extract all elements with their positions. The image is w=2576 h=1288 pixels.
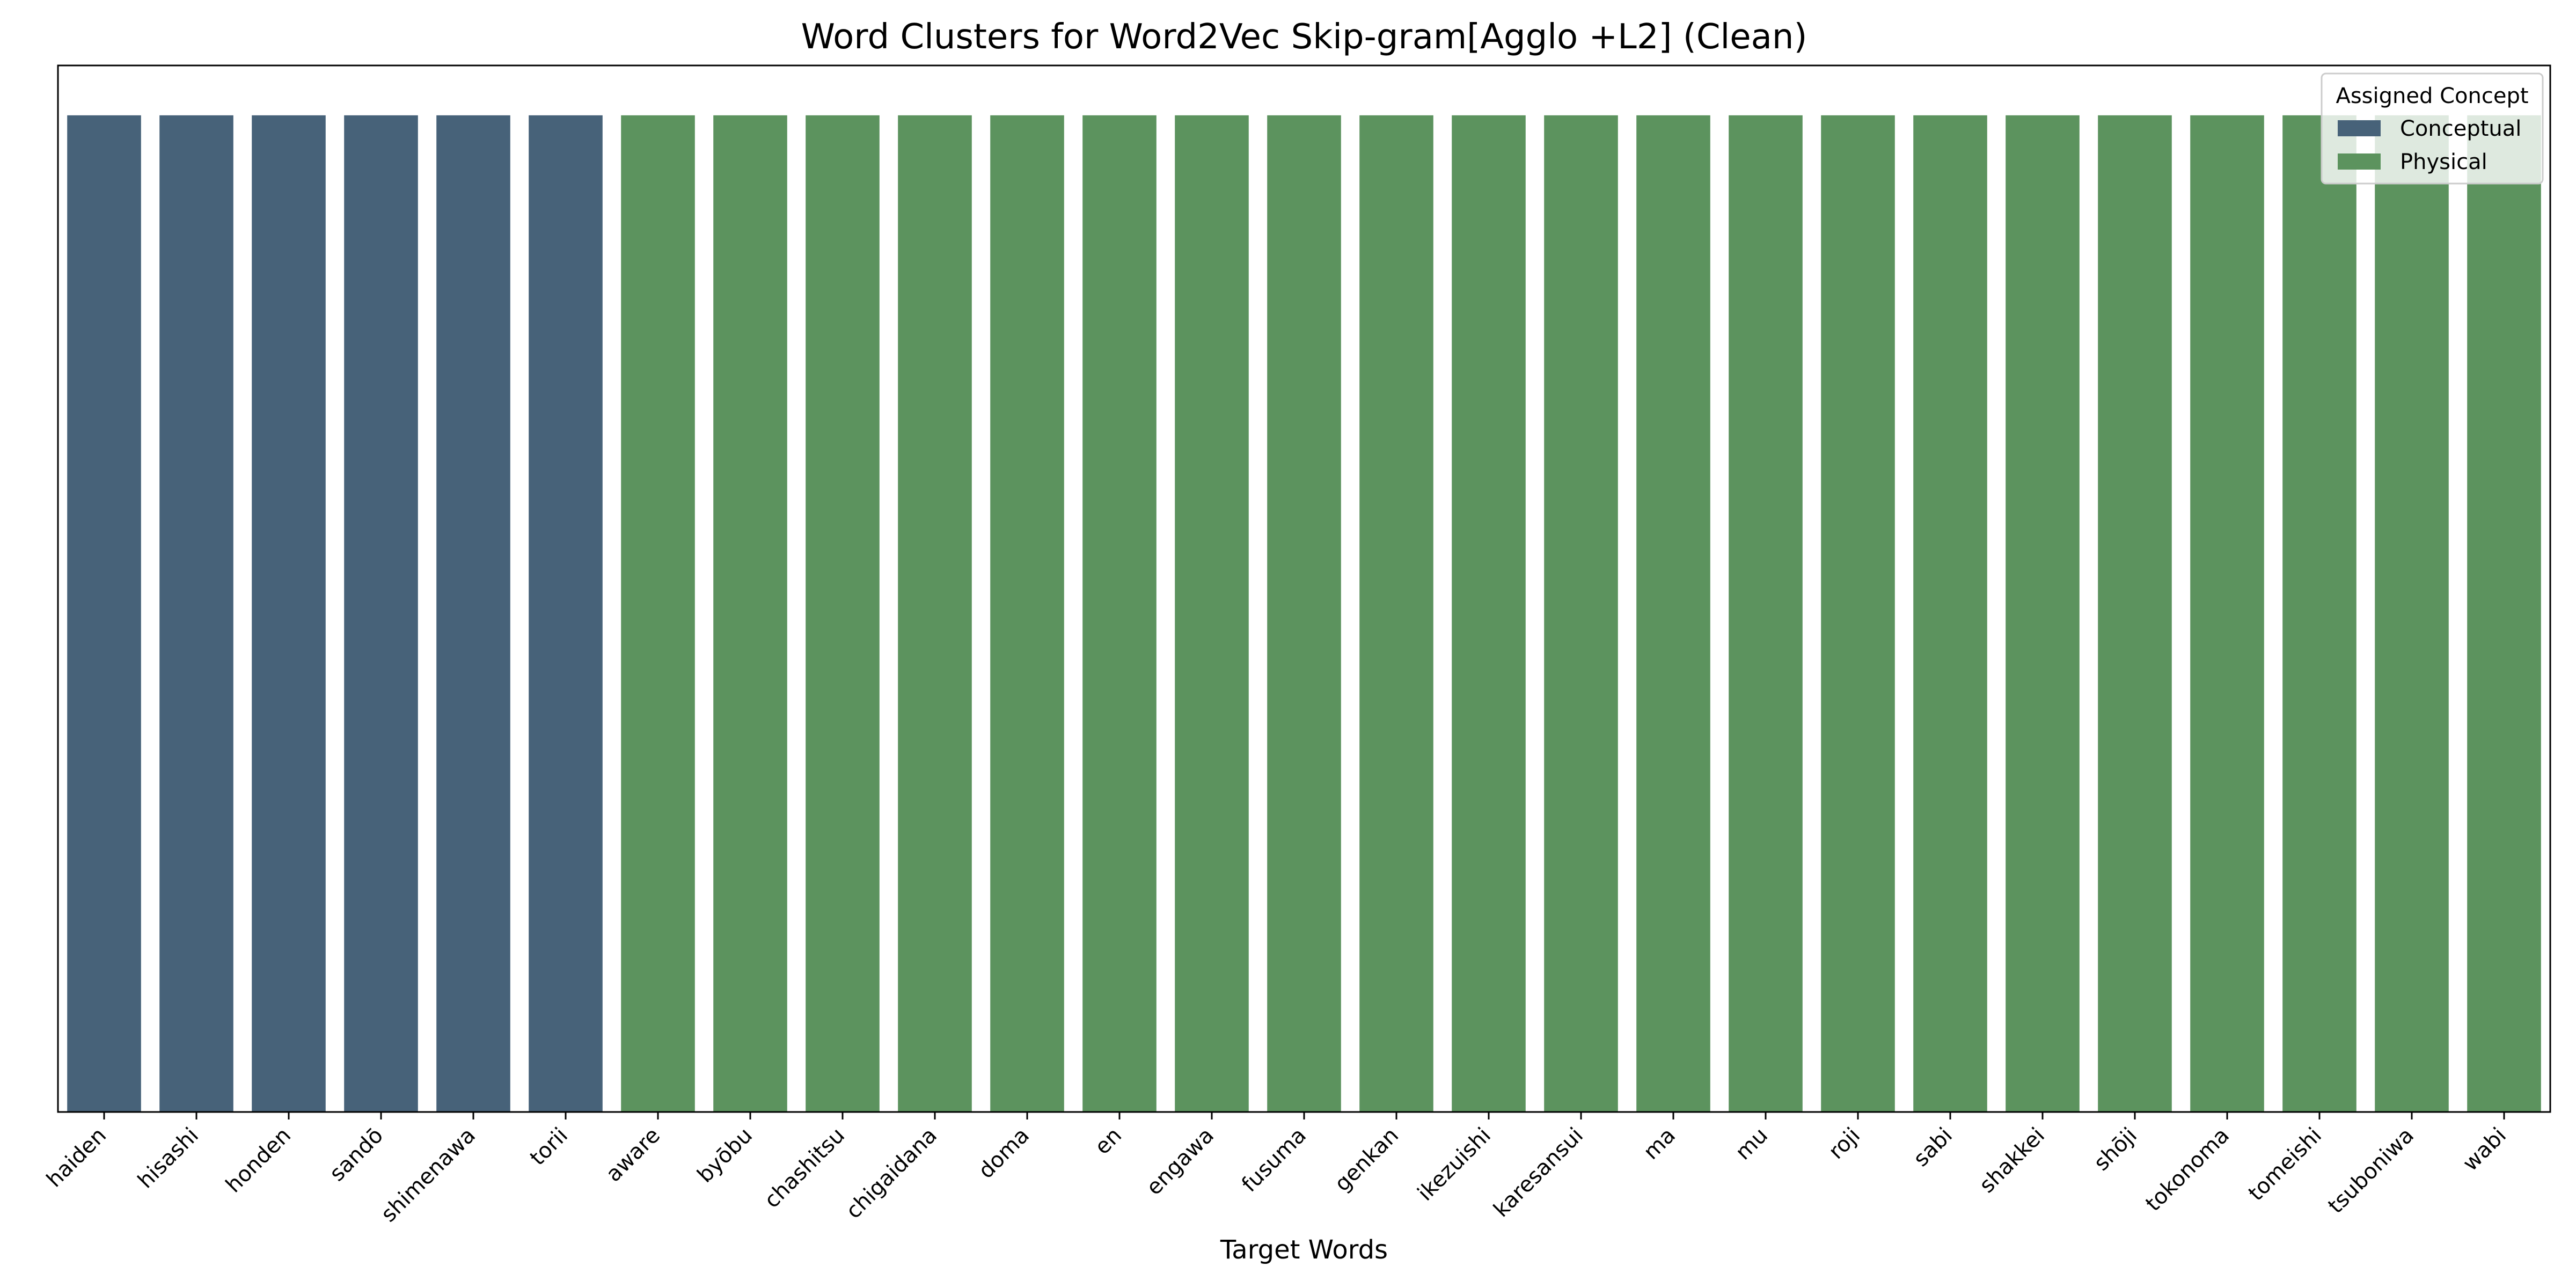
x-tick-label-22: shōji (2089, 1123, 2142, 1176)
legend-label-conceptual: Conceptual (2400, 116, 2521, 141)
bar-26 (2467, 115, 2541, 1113)
bar-4 (436, 115, 510, 1113)
bar-6 (621, 115, 695, 1113)
x-tick-label-12: engawa (1141, 1123, 1219, 1201)
legend-swatch-conceptual (2338, 120, 2381, 136)
x-tick-label-9: chigaidana (841, 1123, 942, 1224)
legend-swatch-physical (2338, 153, 2381, 170)
bar-22 (2098, 115, 2172, 1113)
x-tick-label-17: ma (1639, 1123, 1680, 1165)
bar-23 (2190, 115, 2264, 1113)
bar-5 (529, 115, 603, 1113)
bar-13 (1267, 115, 1341, 1113)
x-tick-label-2: honden (221, 1123, 296, 1198)
bar-7 (713, 115, 787, 1113)
chart-title: Word Clusters for Word2Vec Skip-gram[Agg… (801, 17, 1807, 57)
bar-17 (1636, 115, 1710, 1113)
bar-24 (2282, 115, 2357, 1113)
x-tick-label-24: tomeishi (2244, 1123, 2326, 1206)
x-tick-label-5: torii (525, 1123, 573, 1170)
x-tick-label-18: mu (1731, 1123, 1773, 1165)
x-tick-label-14: genkan (1330, 1123, 1403, 1197)
x-tick-label-3: sandō (325, 1123, 388, 1187)
x-tick-label-6: aware (601, 1123, 665, 1187)
x-tick-label-0: haiden (42, 1123, 111, 1192)
x-tick-label-23: tokonoma (2141, 1123, 2234, 1217)
x-tick-label-19: roji (1824, 1123, 1865, 1165)
x-tick-label-20: sabi (1909, 1123, 1957, 1172)
x-axis-label: Target Words (1220, 1235, 1388, 1265)
bar-21 (2006, 115, 2080, 1113)
x-tick-label-8: chashitsu (759, 1123, 850, 1213)
x-tick-label-1: hisashi (133, 1123, 203, 1194)
x-tick-label-16: karesansui (1489, 1123, 1588, 1223)
bars-layer (67, 115, 2541, 1113)
bar-10 (990, 115, 1064, 1113)
legend-title: Assigned Concept (2336, 84, 2528, 108)
x-tick-label-11: en (1090, 1123, 1126, 1160)
bar-8 (806, 115, 880, 1113)
bar-20 (1913, 115, 1987, 1113)
bar-9 (898, 115, 972, 1113)
bar-14 (1359, 115, 1433, 1113)
x-tick-label-15: ikezuishi (1413, 1123, 1496, 1206)
bar-11 (1082, 115, 1157, 1113)
x-tick-label-26: wabi (2458, 1123, 2511, 1176)
bar-0 (67, 115, 141, 1113)
bar-15 (1452, 115, 1526, 1113)
bar-18 (1729, 115, 1803, 1113)
x-tick-label-13: fusuma (1237, 1123, 1311, 1197)
bar-19 (1821, 115, 1895, 1113)
bar-1 (159, 115, 233, 1113)
bar-3 (344, 115, 418, 1113)
x-tick-label-25: tsuboniwa (2323, 1123, 2419, 1219)
bar-2 (252, 115, 326, 1113)
x-tick-label-21: shakkei (1975, 1123, 2050, 1198)
x-tick-label-7: byōbu (693, 1123, 757, 1188)
legend-label-physical: Physical (2400, 150, 2487, 174)
bar-25 (2375, 115, 2449, 1113)
bar-16 (1544, 115, 1618, 1113)
x-tick-label-10: doma (974, 1123, 1034, 1184)
legend: Assigned Concept Conceptual Physical (2321, 72, 2544, 185)
bar-12 (1175, 115, 1249, 1113)
x-tick-label-4: shimenawa (376, 1123, 480, 1227)
